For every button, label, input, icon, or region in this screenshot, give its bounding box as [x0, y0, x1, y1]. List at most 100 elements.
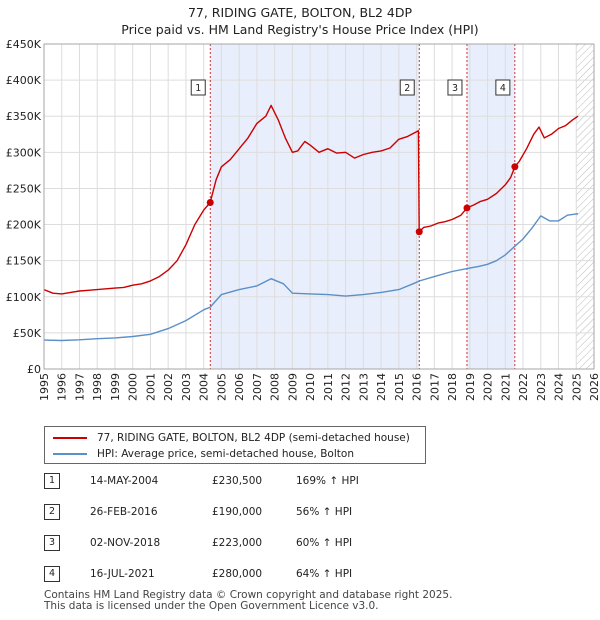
x-tick-label: 2011	[322, 373, 335, 401]
y-tick-label: £0	[27, 363, 41, 376]
legend-label-hpi: HPI: Average price, semi-detached house,…	[97, 448, 354, 460]
legend-swatch-hpi	[53, 453, 87, 455]
sale-number-badge: 1	[44, 473, 60, 489]
sale-number-badge: 4	[44, 566, 60, 582]
x-tick-label: 2008	[269, 373, 282, 401]
sale-label-number: 3	[452, 83, 458, 94]
legend-label-property: 77, RIDING GATE, BOLTON, BL2 4DP (semi-d…	[97, 432, 410, 444]
sale-label-box: 4	[495, 79, 511, 96]
sale-label-number: 1	[195, 83, 201, 94]
x-tick-label: 2014	[375, 373, 388, 401]
sale-point	[206, 199, 214, 207]
ownership-shade	[466, 44, 515, 369]
ownership-shade	[210, 44, 420, 369]
legend-item-property: 77, RIDING GATE, BOLTON, BL2 4DP (semi-d…	[53, 430, 410, 446]
x-tick-label: 1998	[91, 373, 104, 401]
sale-label-box: 1	[190, 79, 206, 96]
x-tick-label: 2018	[446, 373, 459, 401]
x-tick-label: 2002	[162, 373, 175, 401]
y-tick-label: £350K	[6, 110, 42, 123]
x-tick-label: 1995	[38, 373, 51, 401]
sale-price: £230,500	[212, 475, 263, 487]
sale-point	[415, 228, 423, 236]
y-tick-label: £450K	[6, 38, 42, 51]
x-tick-label: 2015	[393, 373, 406, 401]
x-tick-label: 2001	[144, 373, 157, 401]
x-tick-label: 2020	[482, 373, 495, 401]
sale-date: 26-FEB-2016	[90, 506, 158, 518]
axes: £0 £50K £100K £150K £200K £250K £300K £350K £400…	[6, 38, 600, 401]
sale-date: 02-NOV-2018	[90, 537, 161, 549]
sale-price: £280,000	[212, 568, 263, 580]
sale-hpi-change: 169% ↑ HPI	[296, 475, 359, 487]
sale-point	[463, 204, 471, 212]
legend-item-hpi: HPI: Average price, semi-detached house,…	[53, 446, 354, 462]
sale-markers: 1 2 3 4	[190, 79, 519, 236]
x-tick-label: 2016	[411, 373, 424, 401]
sale-number-badge: 3	[44, 535, 60, 551]
x-tick-label: 2009	[286, 373, 299, 401]
sale-label-box: 3	[447, 79, 463, 96]
legend-swatch-property	[53, 437, 87, 439]
chart-title-line-1: 77, RIDING GATE, BOLTON, BL2 4DP	[187, 5, 413, 20]
x-tick-label: 2019	[464, 373, 477, 401]
x-tick-label: 2005	[215, 373, 228, 401]
x-tick-label: 2022	[517, 373, 530, 401]
y-tick-label: £250K	[6, 182, 42, 195]
x-tick-label: 1999	[109, 373, 122, 401]
x-tick-label: 2024	[553, 373, 566, 401]
sale-hpi-change: 60% ↑ HPI	[296, 537, 353, 549]
sale-row: 3 02-NOV-2018 £223,000 60% ↑ HPI	[44, 533, 464, 553]
x-tick-label: 2006	[233, 373, 246, 401]
y-tick-label: £300K	[6, 146, 42, 159]
x-tick-label: 2004	[198, 373, 211, 401]
sale-number-badge: 2	[44, 504, 60, 520]
y-tick-label: £50K	[13, 327, 42, 340]
legend: 77, RIDING GATE, BOLTON, BL2 4DP (semi-d…	[44, 426, 426, 464]
hpi-line	[44, 213, 579, 342]
series-lines	[44, 104, 579, 342]
footer-licence: This data is licensed under the Open Gov…	[44, 600, 379, 612]
sale-row: 4 16-JUL-2021 £280,000 64% ↑ HPI	[44, 564, 464, 584]
x-tick-label: 2021	[499, 373, 512, 401]
y-tick-label: £150K	[6, 255, 42, 268]
sale-label-frame	[495, 79, 511, 96]
shaded-periods	[210, 44, 594, 369]
sale-label-number: 2	[404, 83, 410, 94]
footer-copyright: Contains HM Land Registry data © Crown c…	[44, 589, 453, 601]
sale-row: 1 14-MAY-2004 £230,500 169% ↑ HPI	[44, 471, 464, 491]
price-chart: 1 2 3 4 £0 £50K £100K £150K £200K £250K £300K £350…	[6, 38, 600, 401]
x-tick-label: 2007	[251, 373, 264, 401]
x-tick-label: 1996	[56, 373, 69, 401]
y-tick-label: £100K	[6, 291, 42, 304]
x-tick-label: 2010	[304, 373, 317, 401]
sale-row: 2 26-FEB-2016 £190,000 56% ↑ HPI	[44, 502, 464, 522]
sale-label-frame	[190, 79, 206, 96]
y-tick-label: £400K	[6, 74, 42, 87]
chart-title-line-2: Price paid vs. HM Land Registry's House …	[121, 22, 479, 37]
sale-point	[511, 163, 519, 171]
x-tick-label: 2025	[570, 373, 583, 401]
sale-date: 14-MAY-2004	[90, 475, 159, 487]
x-tick-label: 2000	[127, 373, 140, 401]
y-tick-label: £200K	[6, 219, 42, 232]
x-tick-label: 2013	[357, 373, 370, 401]
plot-frame	[43, 43, 595, 370]
sale-label-frame	[447, 79, 463, 96]
property-price-line	[44, 104, 579, 295]
x-tick-label: 2012	[340, 373, 353, 401]
sale-price: £190,000	[212, 506, 263, 518]
sale-hpi-change: 64% ↑ HPI	[296, 568, 353, 580]
sale-label-frame	[399, 79, 415, 96]
sale-label-number: 4	[500, 83, 506, 94]
x-tick-label: 2003	[180, 373, 193, 401]
x-tick-label: 1997	[73, 373, 86, 401]
x-tick-label: 2017	[428, 373, 441, 401]
sale-price: £223,000	[212, 537, 263, 549]
footer-notice: Contains HM Land Registry data © Crown c…	[44, 590, 452, 612]
sale-hpi-change: 56% ↑ HPI	[296, 506, 353, 518]
sale-date: 16-JUL-2021	[90, 568, 155, 580]
x-tick-label: 2023	[535, 373, 548, 401]
x-tick-label: 2026	[588, 373, 600, 401]
sale-label-box: 2	[399, 79, 415, 96]
